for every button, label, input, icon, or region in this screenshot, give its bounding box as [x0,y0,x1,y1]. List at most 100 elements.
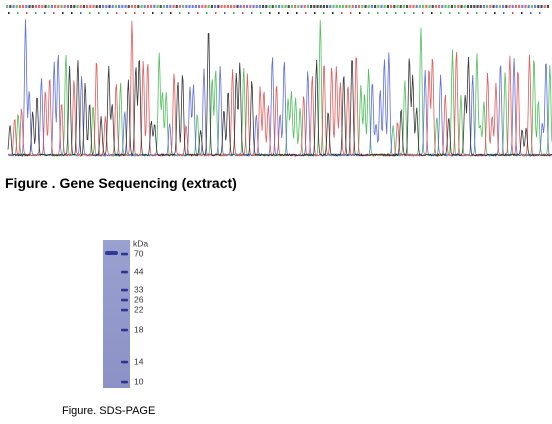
position-tick [494,12,496,14]
sequence-letter [358,5,361,8]
sequence-letter [482,5,485,8]
sequence-letter [31,5,34,8]
sequence-letter [476,5,479,8]
sequence-letter [114,5,117,8]
sequence-letter [361,5,364,8]
sequence-letter [175,5,178,8]
sequence-letter [303,5,306,8]
position-tick [62,12,64,14]
sequence-letter [348,5,351,8]
sequence-letter [73,5,76,8]
sequence-letter [338,5,341,8]
sequence-letter [345,5,348,8]
sequence-letter [226,5,229,8]
figure-caption: Figure. SDS-PAGE [62,405,155,417]
sequence-letter [70,5,73,8]
position-tick [8,12,10,14]
position-tick [323,12,325,14]
sequence-letter [38,5,41,8]
sequence-letter [47,5,50,8]
gel-lane [103,240,130,388]
sequence-letter [12,5,15,8]
trace [7,32,552,158]
sequence-letter [223,5,226,8]
sequence-letter [326,5,329,8]
sequence-letter [76,5,79,8]
position-tick [332,12,334,14]
sequence-letter [262,5,265,8]
sequence-letter [495,5,498,8]
sequence-letter [169,5,172,8]
sequence-letter [255,5,258,8]
sequence-letter [486,5,489,8]
sequence-letter [524,5,527,8]
sequence-letter [415,5,418,8]
sequence-letter [540,5,543,8]
marker-label: 70 [134,248,144,258]
sequence-letter [514,5,517,8]
sequence-letter [444,5,447,8]
sequence-letter [271,5,274,8]
figure-caption: Figure . Gene Sequencing (extract) [5,175,237,191]
sequence-letter [489,5,492,8]
position-tick [179,12,181,14]
sequence-letter [428,5,431,8]
sequence-letter [470,5,473,8]
sequence-letter [450,5,453,8]
sequence-letter [406,5,409,8]
sequence-letter [390,5,393,8]
sequence-letter [63,5,66,8]
position-tick [458,12,460,14]
sequence-letter [422,5,425,8]
sequence-letter [447,5,450,8]
sequence-letter [194,5,197,8]
position-tick [125,12,127,14]
sequence-letter [242,5,245,8]
sequence-letter [287,5,290,8]
sequence-letter [108,5,111,8]
sequence-letter [204,5,207,8]
position-tick [503,12,505,14]
position-tick [413,12,415,14]
position-tick [224,12,226,14]
sequence-letter [54,5,57,8]
sequence-letter [79,5,82,8]
sequence-letter [329,5,332,8]
position-tick [188,12,190,14]
sequence-letter [402,5,405,8]
position-tick [215,12,217,14]
sequence-letter [527,5,530,8]
position-tick [314,12,316,14]
sequence-letter [530,5,533,8]
position-tick [476,12,478,14]
marker-label: 18 [134,324,144,334]
position-tick [197,12,199,14]
sequence-letter [217,5,220,8]
sequence-letter [313,5,316,8]
marker-band [121,380,128,384]
sequence-letter [156,5,159,8]
sequence-letter [281,5,284,8]
position-tick [134,12,136,14]
sample-band [105,251,118,255]
sequence-letter [185,5,188,8]
sequence-letter [441,5,444,8]
marker-band [121,270,128,274]
sequence-letter [239,5,242,8]
position-tick [530,12,532,14]
marker-label: 44 [134,266,144,276]
marker-label: 26 [134,294,144,304]
marker-band [121,328,128,332]
sequence-letter [86,5,89,8]
position-tick [467,12,469,14]
sequence-letter [425,5,428,8]
sequence-letter [335,5,338,8]
sequence-letter [153,5,156,8]
sequence-letter [396,5,399,8]
sequence-letter [278,5,281,8]
sequence-letter [300,5,303,8]
position-tick [206,12,208,14]
position-tick [485,12,487,14]
sequence-letter [434,5,437,8]
